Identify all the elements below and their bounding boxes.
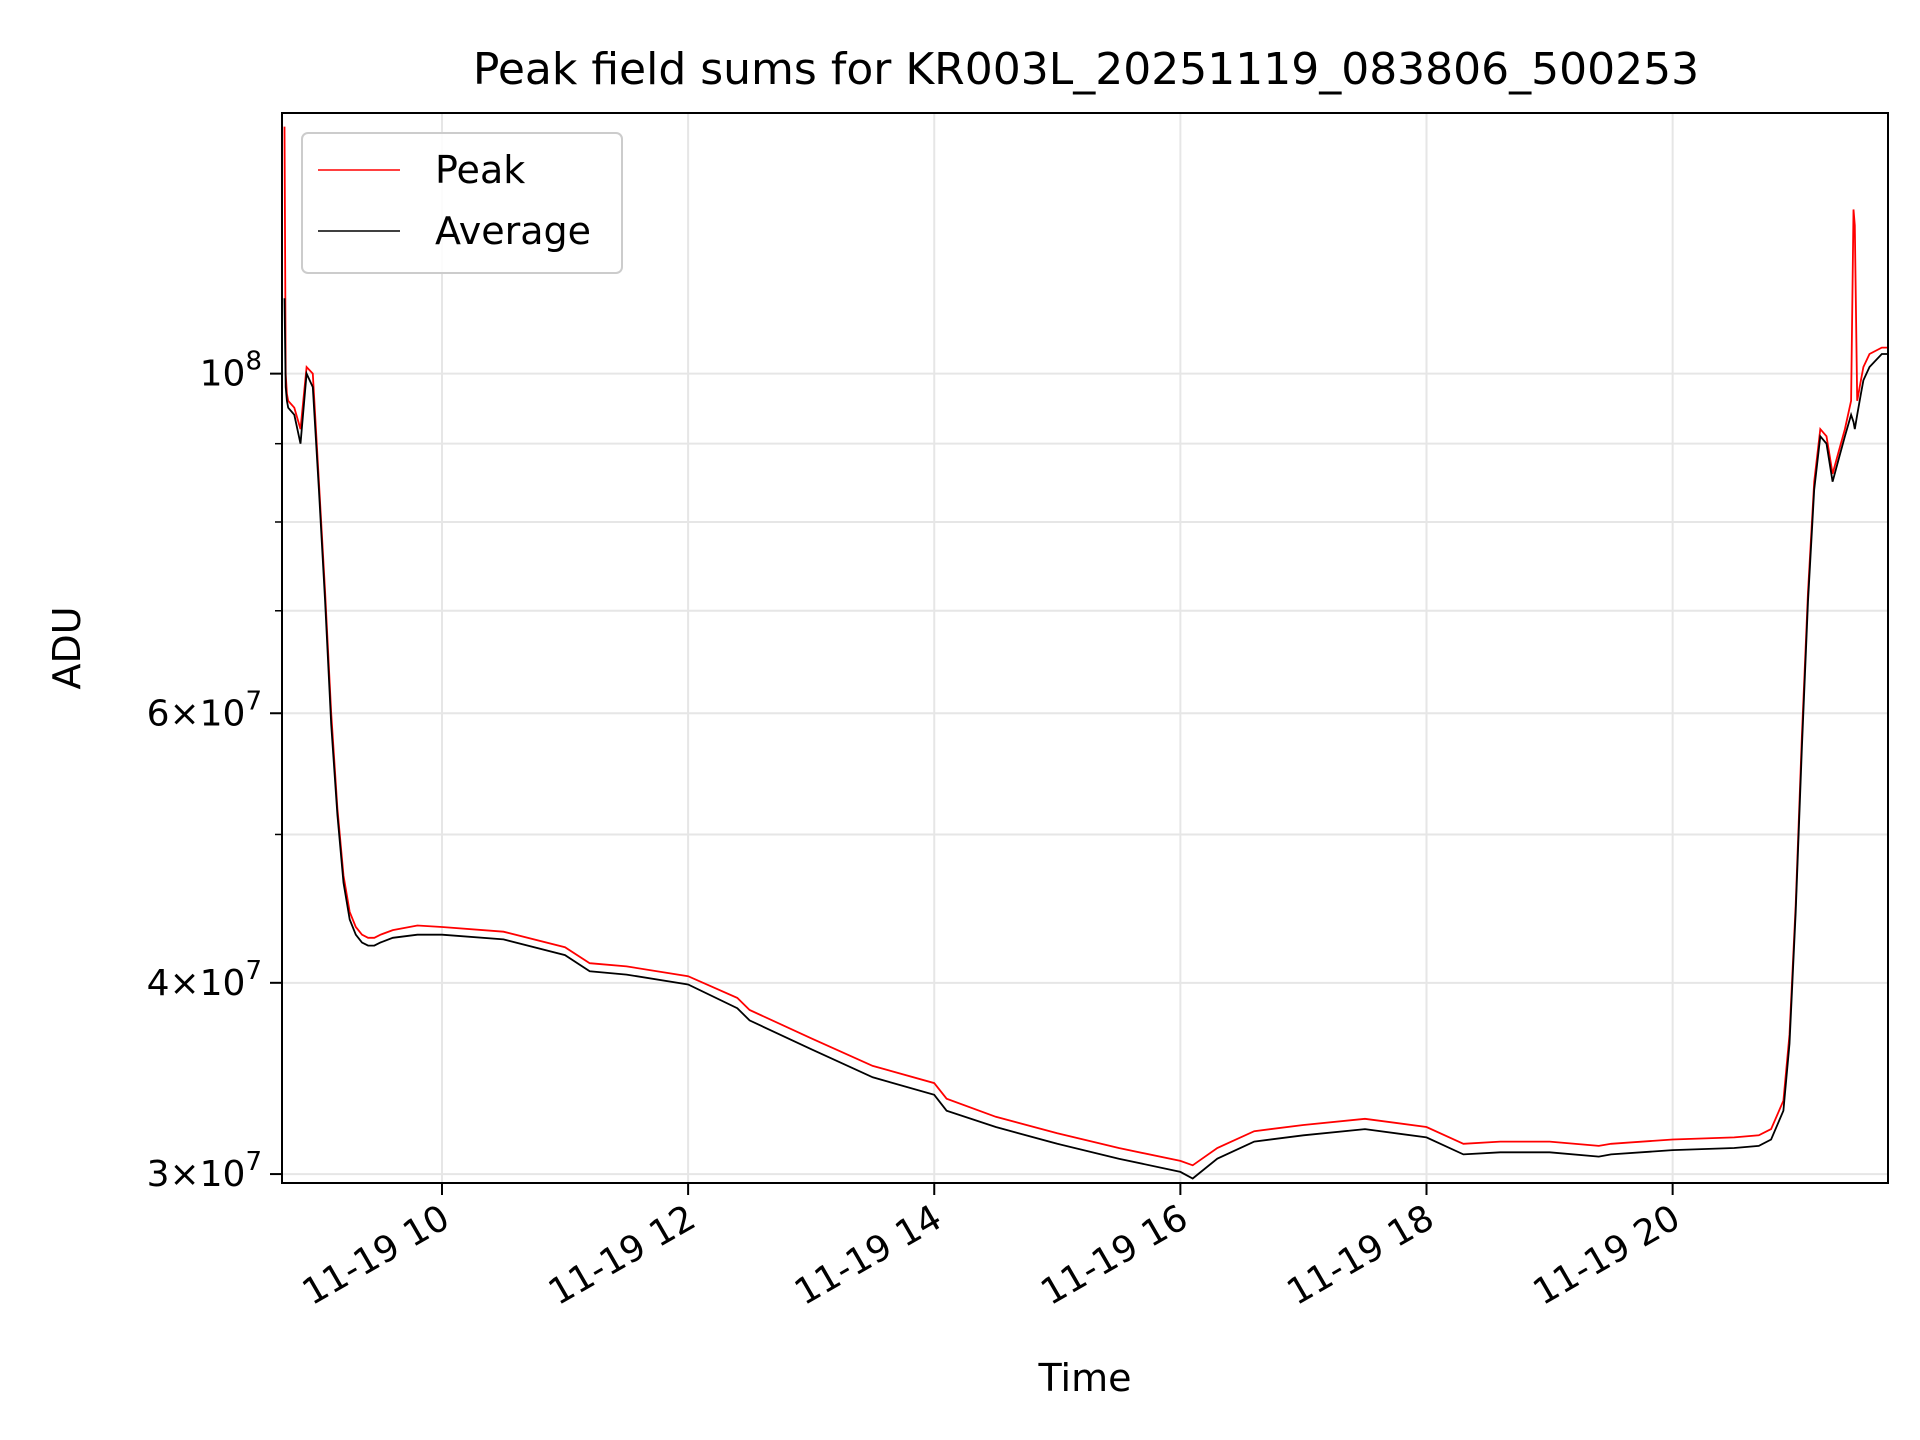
x-axis-label: Time (1038, 1356, 1132, 1400)
grid (282, 113, 1888, 1183)
chart-title: Peak field sums for KR003L_20251119_0838… (473, 44, 1699, 95)
series-line-average (283, 298, 1888, 1180)
legend: Peak Average (301, 132, 623, 274)
y-tick-label: 3×107 (147, 1147, 262, 1195)
y-tick-label: 108 (200, 347, 262, 395)
legend-box (301, 132, 623, 274)
y-axis-label: ADU (45, 606, 89, 689)
plot-series (283, 126, 1888, 1180)
y-tick-label: 4×107 (147, 956, 262, 1004)
y-tick-label: 6×107 (147, 686, 262, 734)
legend-peak-label: Peak (435, 148, 525, 192)
plot-frame (281, 112, 1889, 1184)
legend-average-label: Average (435, 209, 591, 253)
